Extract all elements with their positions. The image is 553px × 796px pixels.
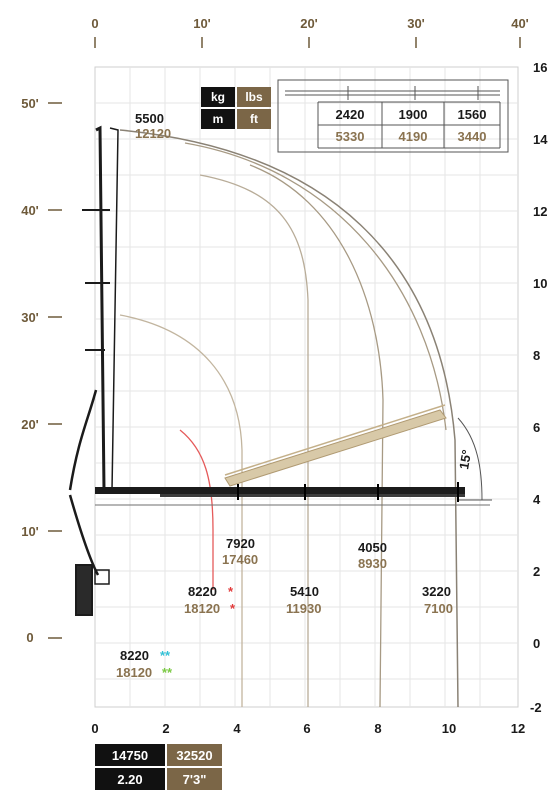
crane-structure xyxy=(68,125,119,616)
load-4050-kg: 4050 xyxy=(358,540,387,555)
left-tick-40: 40' xyxy=(21,203,39,218)
right-tick-minus2: -2 xyxy=(530,700,542,715)
right-tick-12: 12 xyxy=(533,204,547,219)
curve-outer xyxy=(119,129,459,708)
unit-m-badge: m xyxy=(201,109,235,129)
ext-lbs-3: 3440 xyxy=(458,129,487,144)
load-8220r-kg: 8220 xyxy=(188,584,217,599)
curve-red xyxy=(179,429,214,590)
angle-label: 15° xyxy=(456,449,474,471)
unit-ft-badge: ft xyxy=(237,109,271,129)
right-tick-14: 14 xyxy=(533,132,548,147)
top-tick-20: 20' xyxy=(300,16,318,31)
load-top-lbs: 12120 xyxy=(135,126,171,141)
left-tick-30: 30' xyxy=(21,310,39,325)
right-axis: 16 14 12 10 8 6 4 2 0 -2 xyxy=(530,60,548,715)
right-tick-0: 0 xyxy=(533,636,540,651)
right-tick-6: 6 xyxy=(533,420,540,435)
left-tick-10: 10' xyxy=(21,524,39,539)
top-tick-40: 40' xyxy=(511,16,529,31)
spec-m: 2.20 xyxy=(95,768,165,790)
bottom-tick-0: 0 xyxy=(91,721,98,736)
unit-kg-badge: kg xyxy=(201,87,235,107)
plot-frame xyxy=(94,66,519,708)
bottom-tick-10: 10 xyxy=(442,721,456,736)
unit-lbs-badge: lbs xyxy=(237,87,271,107)
load-labels: 5500 12120 7920 17460 4050 8930 8220 * 1… xyxy=(116,111,453,680)
curve-outer-2 xyxy=(184,142,447,431)
curve-8m xyxy=(249,164,384,708)
inclined-boom xyxy=(224,404,492,501)
top-tick-30: 30' xyxy=(407,16,425,31)
ext-lbs-2: 4190 xyxy=(399,129,428,144)
left-tick-0: 0 xyxy=(26,630,33,645)
horizontal-boom xyxy=(95,482,490,506)
top-tick-10: 10' xyxy=(193,16,211,31)
load-3220-lbs: 7100 xyxy=(424,601,453,616)
load-3220-kg: 3220 xyxy=(422,584,451,599)
load-4050-lbs: 8930 xyxy=(358,556,387,571)
load-7920-lbs: 17460 xyxy=(222,552,258,567)
bottom-tick-12: 12 xyxy=(511,721,525,736)
right-tick-10: 10 xyxy=(533,276,547,291)
left-axis: 50' 40' 30' 20' 10' 0 xyxy=(21,96,62,645)
spec-kg: 14750 xyxy=(95,744,165,766)
right-tick-16: 16 xyxy=(533,60,547,75)
load-8220c-lbs-mark: ** xyxy=(162,665,173,680)
load-7920-kg: 7920 xyxy=(226,536,255,551)
grid xyxy=(95,67,518,707)
spec-ft: 7'3" xyxy=(167,768,222,790)
load-8220c-mark: ** xyxy=(160,648,171,663)
load-5410-kg: 5410 xyxy=(290,584,319,599)
load-5410-lbs: 11930 xyxy=(286,601,321,616)
load-8220c-lbs: 18120 xyxy=(116,665,152,680)
ext-kg-1: 2420 xyxy=(336,107,365,122)
curve-6m xyxy=(199,174,309,707)
angle-arc xyxy=(457,417,483,501)
left-tick-50: 50' xyxy=(21,96,39,111)
load-8220c-kg: 8220 xyxy=(120,648,149,663)
bottom-tick-8: 8 xyxy=(374,721,381,736)
ext-kg-2: 1900 xyxy=(399,107,428,122)
bottom-tick-4: 4 xyxy=(233,721,241,736)
left-tick-20: 20' xyxy=(21,417,39,432)
spec-lbs: 32520 xyxy=(167,744,222,766)
load-curves xyxy=(119,129,459,708)
bottom-axis: 0 2 4 6 8 10 12 xyxy=(91,721,525,736)
ext-table-values: 2420 1900 1560 5330 4190 3440 xyxy=(336,107,487,144)
ext-lbs-1: 5330 xyxy=(336,129,365,144)
load-8220r-mark: * xyxy=(228,584,234,599)
ext-kg-3: 1560 xyxy=(458,107,487,122)
bottom-tick-6: 6 xyxy=(303,721,310,736)
top-axis: 0 10' 20' 30' 40' xyxy=(91,16,529,48)
right-tick-2: 2 xyxy=(533,564,540,579)
load-top-kg: 5500 xyxy=(135,111,164,126)
bottom-tick-2: 2 xyxy=(162,721,169,736)
curve-4m xyxy=(119,314,243,707)
load-8220r-lbs-mark: * xyxy=(230,601,236,616)
ext-table-lines xyxy=(277,79,509,153)
right-tick-4: 4 xyxy=(533,492,541,507)
load-8220r-lbs: 18120 xyxy=(184,601,220,616)
right-tick-8: 8 xyxy=(533,348,540,363)
top-tick-0: 0 xyxy=(91,16,98,31)
